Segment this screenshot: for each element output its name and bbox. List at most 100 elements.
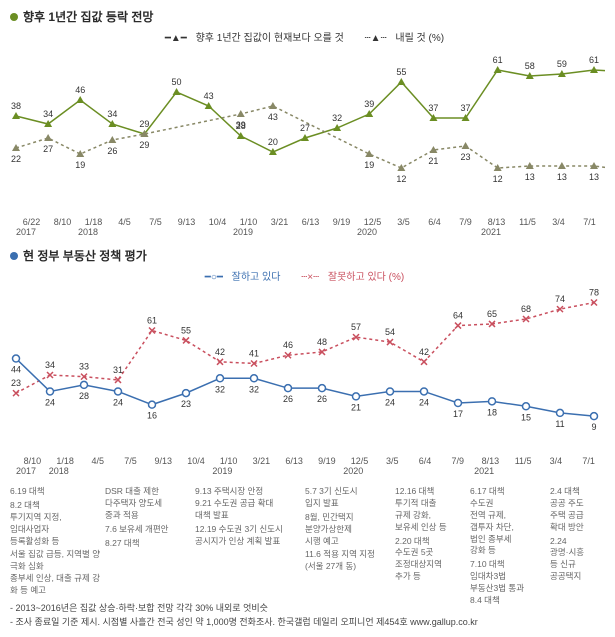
svg-text:12: 12	[493, 174, 503, 184]
svg-text:34: 34	[107, 109, 117, 119]
svg-text:24: 24	[419, 397, 429, 407]
annotation-item: 7.6 보유세 개편안	[105, 524, 195, 536]
svg-text:55: 55	[181, 325, 191, 335]
svg-text:17: 17	[453, 409, 463, 419]
annotation-item: 2.24광명·시흥등 신규공공택지	[550, 536, 615, 584]
svg-text:58: 58	[525, 61, 535, 71]
annotation-item: 12.19 수도권 3기 신도시공시지가 인상 계획 발표	[195, 524, 285, 548]
annotation-item: 9.13 주택시장 안정9.21 수도권 공급 확대대책 발표	[195, 486, 285, 522]
annotation-item: 5.7 3기 신도시입지 발표	[305, 486, 395, 510]
annotation-item: 2.4 대책공공 주도주택 공급확대 방안	[550, 486, 615, 534]
annotation-item: 6.19 대책	[10, 486, 100, 498]
svg-text:27: 27	[43, 144, 53, 154]
annotation-item: 8.2 대책투기지역 지정,임대사업자등록활성화 등	[10, 500, 100, 548]
svg-text:28: 28	[79, 391, 89, 401]
chart2-years: 20172018201920202021	[10, 466, 605, 476]
svg-text:24: 24	[45, 397, 55, 407]
svg-text:44: 44	[11, 365, 21, 375]
svg-text:32: 32	[332, 113, 342, 123]
svg-text:43: 43	[268, 112, 278, 122]
svg-text:38: 38	[11, 101, 21, 111]
svg-text:37: 37	[428, 103, 438, 113]
chart2-title-text: 현 정부 부동산 정책 평가	[23, 247, 147, 264]
svg-text:78: 78	[589, 288, 599, 298]
svg-text:55: 55	[396, 67, 406, 77]
svg-text:16: 16	[147, 411, 157, 421]
svg-text:23: 23	[461, 152, 471, 162]
chart1-title-text: 향후 1년간 집값 등락 전망	[23, 8, 153, 25]
svg-text:26: 26	[317, 394, 327, 404]
annotation-item: 6.17 대책수도권전역 규제,갭투자 차단,법인 종부세강화 등	[470, 486, 560, 557]
svg-text:26: 26	[107, 146, 117, 156]
svg-text:33: 33	[79, 362, 89, 372]
chart1-legend: ━▲━ 향후 1년간 집값이 현재보다 오를 것 ┄▲┄ 내릴 것 (%)	[10, 29, 605, 44]
annotation-item: DSR 대출 제한다주택자 양도세중과 적용	[105, 486, 195, 522]
svg-text:26: 26	[283, 394, 293, 404]
svg-text:57: 57	[351, 322, 361, 332]
svg-text:29: 29	[139, 140, 149, 150]
svg-text:20: 20	[268, 137, 278, 147]
svg-text:37: 37	[461, 103, 471, 113]
svg-text:50: 50	[172, 77, 182, 87]
svg-text:24: 24	[385, 397, 395, 407]
svg-text:31: 31	[113, 365, 123, 375]
annotation-item: 서울 집값 급등, 지역별 양극화 심화종부세 인상, 대출 규제 강화 등 예…	[10, 549, 100, 597]
chart2-bullet	[10, 252, 18, 260]
chart2-legend: ━○━ 잘하고 있다 ┄×┄ 잘못하고 있다 (%)	[10, 268, 605, 283]
svg-text:48: 48	[317, 337, 327, 347]
svg-text:18: 18	[487, 407, 497, 417]
svg-text:34: 34	[43, 109, 53, 119]
svg-text:61: 61	[493, 55, 503, 65]
svg-text:23: 23	[11, 378, 21, 388]
svg-text:46: 46	[283, 340, 293, 350]
svg-text:9: 9	[591, 422, 596, 432]
chart1-title: 향후 1년간 집값 등락 전망	[10, 8, 605, 25]
legend-rise: ━▲━ 향후 1년간 집값이 현재보다 오를 것	[165, 33, 350, 44]
svg-text:32: 32	[215, 384, 225, 394]
policy-annotations: 6.19 대책 8.2 대책투기지역 지정,임대사업자등록활성화 등서울 집값 급…	[10, 486, 605, 596]
svg-text:24: 24	[113, 397, 123, 407]
svg-text:61: 61	[589, 55, 599, 65]
annotation-item: 8.27 대책	[105, 538, 195, 550]
svg-text:15: 15	[521, 412, 531, 422]
chart1-xlabels: 6/228/101/184/57/59/1310/41/103/216/139/…	[10, 217, 605, 227]
svg-text:39: 39	[364, 99, 374, 109]
svg-text:42: 42	[419, 347, 429, 357]
chart1-bullet	[10, 13, 18, 21]
svg-text:34: 34	[45, 360, 55, 370]
svg-text:68: 68	[521, 304, 531, 314]
svg-text:54: 54	[385, 327, 395, 337]
annotation-item: 8월, 민간택지분양가상한제시행 예고	[305, 512, 395, 548]
svg-text:46: 46	[75, 85, 85, 95]
svg-text:32: 32	[249, 384, 259, 394]
svg-text:74: 74	[555, 294, 565, 304]
svg-text:19: 19	[364, 160, 374, 170]
svg-text:29: 29	[139, 119, 149, 129]
svg-text:12: 12	[396, 174, 406, 184]
svg-text:42: 42	[215, 347, 225, 357]
chart2-plot: 2334333161554241464857544264656874784424…	[10, 285, 605, 450]
svg-text:65: 65	[487, 309, 497, 319]
svg-text:13: 13	[525, 172, 535, 182]
svg-text:19: 19	[75, 160, 85, 170]
svg-text:64: 64	[453, 311, 463, 321]
legend-fall: ┄▲┄ 내릴 것 (%)	[365, 33, 450, 44]
legend-bad: ┄×┄ 잘못하고 있다 (%)	[301, 272, 410, 283]
chart1-years: 20172018201920202021	[10, 227, 605, 237]
svg-text:61: 61	[147, 316, 157, 326]
svg-text:13: 13	[589, 172, 599, 182]
svg-text:43: 43	[204, 91, 214, 101]
svg-text:39: 39	[236, 120, 246, 130]
svg-text:23: 23	[181, 399, 191, 409]
svg-text:11: 11	[555, 419, 564, 429]
footnote: - 조사 종료일 기준 제시. 시점별 사흘간 전국 성인 약 1,000명 전…	[10, 616, 605, 630]
chart2-title: 현 정부 부동산 정책 평가	[10, 247, 605, 264]
svg-text:21: 21	[351, 402, 361, 412]
svg-text:21: 21	[428, 156, 438, 166]
svg-text:13: 13	[557, 172, 567, 182]
chart2-xlabels: 8/101/184/57/59/1310/41/103/216/139/1912…	[10, 456, 605, 466]
annotation-item: 11.6 적용 지역 지정(서울 27개 동)	[305, 549, 395, 573]
chart1-plot: 3834463429504328202732395537376158596160…	[10, 46, 605, 211]
svg-text:22: 22	[11, 154, 21, 164]
svg-text:59: 59	[557, 59, 567, 69]
